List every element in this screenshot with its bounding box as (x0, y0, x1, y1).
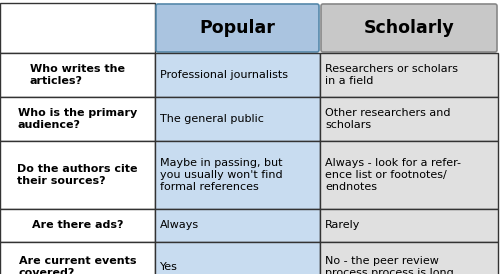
Bar (320, 141, 498, 209)
Bar (0, 242, 155, 274)
Bar (0, 141, 155, 209)
Bar (0, 3, 155, 53)
Bar (155, 209, 320, 242)
Bar (0, 53, 155, 97)
Text: Yes: Yes (160, 262, 178, 272)
Text: Always: Always (160, 221, 199, 230)
Text: Professional journalists: Professional journalists (160, 70, 288, 80)
Bar (0, 209, 155, 242)
Text: Who is the primary
audience?: Who is the primary audience? (18, 108, 137, 130)
Text: No - the peer review
process process is long: No - the peer review process process is … (325, 256, 454, 274)
Bar (320, 53, 498, 97)
FancyBboxPatch shape (321, 4, 497, 52)
Text: Are current events
covered?: Are current events covered? (19, 256, 136, 274)
Text: Always - look for a refer-
ence list or footnotes/
endnotes: Always - look for a refer- ence list or … (325, 158, 461, 192)
Bar (155, 141, 320, 209)
FancyBboxPatch shape (156, 4, 319, 52)
Bar (320, 209, 498, 242)
Text: Popular: Popular (200, 19, 276, 37)
Text: Researchers or scholars
in a field: Researchers or scholars in a field (325, 64, 458, 86)
Text: Do the authors cite
their sources?: Do the authors cite their sources? (17, 164, 138, 186)
Bar (0, 97, 155, 141)
Text: Scholarly: Scholarly (364, 19, 454, 37)
Text: The general public: The general public (160, 114, 264, 124)
Bar (155, 53, 320, 97)
Bar (155, 97, 320, 141)
Text: Maybe in passing, but
you usually won't find
formal references: Maybe in passing, but you usually won't … (160, 158, 282, 192)
Bar (155, 242, 320, 274)
Text: Rarely: Rarely (325, 221, 360, 230)
Text: Are there ads?: Are there ads? (32, 221, 123, 230)
Bar (320, 97, 498, 141)
Text: Other researchers and
scholars: Other researchers and scholars (325, 108, 450, 130)
Bar (320, 242, 498, 274)
Text: Who writes the
articles?: Who writes the articles? (30, 64, 125, 86)
